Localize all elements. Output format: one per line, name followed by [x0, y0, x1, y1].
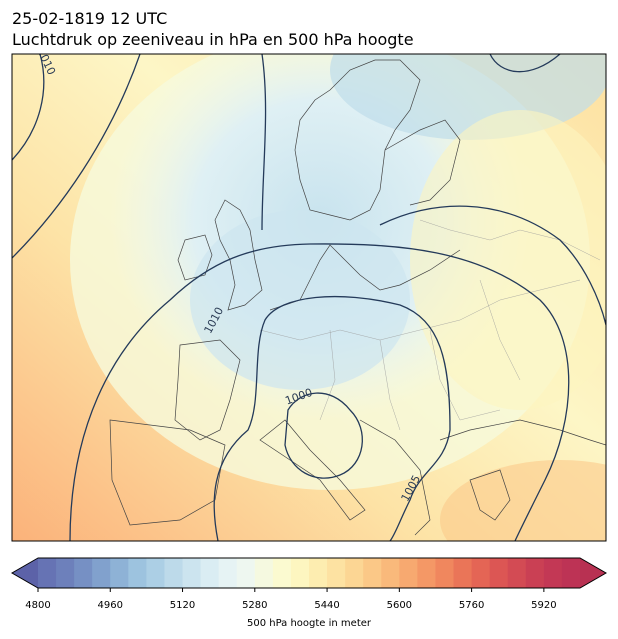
isobar	[12, 54, 141, 259]
colorbar-segment	[309, 558, 328, 588]
isobar	[213, 295, 451, 541]
colorbar-tick-label: 4800	[25, 600, 50, 611]
colorbar-segment	[92, 558, 111, 588]
colorbar-segment	[218, 558, 238, 588]
colorbar-segment	[182, 558, 202, 588]
colorbar-segment	[471, 558, 491, 588]
colorbar-tick-label: 4960	[98, 600, 123, 611]
colorbar-segment	[525, 558, 545, 588]
colorbar-segment	[38, 558, 57, 588]
isobar	[69, 243, 570, 541]
colorbar-segment	[489, 558, 509, 588]
subtitle: Luchtdruk op zeeniveau in hPa en 500 hPa…	[12, 30, 414, 49]
colorbar-segment	[128, 558, 147, 588]
isobar	[12, 54, 45, 161]
colorbar-segment	[146, 558, 165, 588]
colorbar-segment	[543, 558, 563, 588]
colorbar-under	[12, 558, 38, 588]
colorbar-outline	[10, 557, 608, 589]
isobar	[261, 54, 267, 231]
colorbar-tick-label: 5920	[531, 600, 556, 611]
colorbar-segment	[435, 558, 455, 588]
colorbar-segment	[345, 558, 364, 588]
colorbar-segment	[74, 558, 93, 588]
colorbar-segment	[453, 558, 473, 588]
colorbar-segment	[363, 558, 382, 588]
field	[330, 54, 606, 140]
colorbar-segment	[254, 558, 274, 588]
colorbar-tick-label: 5280	[242, 600, 267, 611]
colorbar-segment	[290, 558, 310, 588]
colorbar-segment	[56, 558, 75, 588]
colorbar-label: 500 hPa hoogte in meter	[247, 618, 372, 629]
field	[440, 460, 606, 541]
colorbar-segment	[236, 558, 256, 588]
colorbar: 4800 4960 5120 5280 5440 5600 5760 5920	[10, 557, 608, 611]
title: 25-02-1819 12 UTC	[12, 9, 167, 28]
isobar	[489, 54, 561, 73]
colorbar-segment	[417, 558, 436, 588]
field	[410, 110, 606, 410]
map-frame	[11, 53, 607, 542]
colorbar-segment	[561, 558, 581, 588]
colorbar-tick-label: 5440	[314, 600, 339, 611]
isobar	[379, 205, 606, 326]
map: 1010 1010 1000 1005	[12, 54, 606, 541]
colorbar-segment	[399, 558, 418, 588]
colorbar-segment	[507, 558, 527, 588]
colorbar-over	[580, 558, 606, 588]
colorbar-segment	[164, 558, 184, 588]
colorbar-segment	[272, 558, 292, 588]
isobar	[284, 392, 363, 479]
colorbar-tick-label: 5120	[170, 600, 195, 611]
isobars	[12, 54, 606, 541]
coastlines	[109, 59, 606, 536]
colorbar-tick-label: 5600	[387, 600, 412, 611]
colorbar-segment	[110, 558, 129, 588]
colorbar-tick-label: 5760	[459, 600, 484, 611]
colorbar-segment	[200, 558, 220, 588]
colorbar-segment	[327, 558, 346, 588]
colorbar-segment	[381, 558, 400, 588]
